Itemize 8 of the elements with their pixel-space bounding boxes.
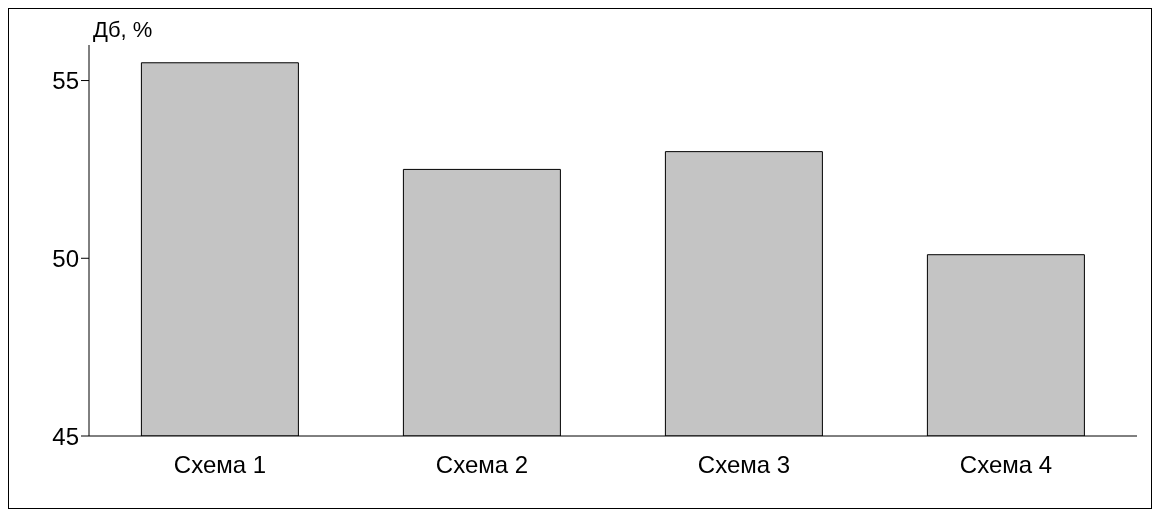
x-tick-label: Схема 2 (435, 451, 529, 479)
y-axis-title: Дб, % (93, 17, 153, 42)
x-tick-label: Схема 1 (173, 451, 267, 479)
x-tick-label: Схема 4 (959, 451, 1053, 479)
y-tick-label: 55 (52, 67, 79, 95)
y-tick-label: 50 (52, 244, 79, 272)
y-tick-label: 45 (52, 422, 79, 450)
x-tick-label: Схема 3 (697, 451, 791, 479)
